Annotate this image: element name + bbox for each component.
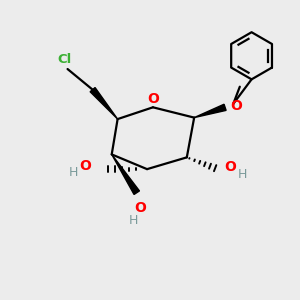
- Text: O: O: [147, 92, 159, 106]
- Text: O: O: [134, 201, 146, 215]
- Text: H: H: [238, 168, 247, 181]
- Text: H: H: [129, 214, 139, 227]
- Text: O: O: [230, 99, 242, 113]
- Polygon shape: [112, 154, 140, 194]
- Text: H: H: [68, 166, 78, 179]
- Text: O: O: [224, 160, 236, 174]
- Text: O: O: [79, 159, 91, 173]
- Text: Cl: Cl: [58, 53, 72, 66]
- Polygon shape: [90, 88, 118, 119]
- Polygon shape: [194, 104, 226, 118]
